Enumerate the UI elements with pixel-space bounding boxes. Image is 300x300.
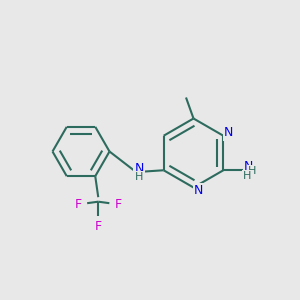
Text: N: N xyxy=(244,160,253,173)
Text: N: N xyxy=(224,126,233,139)
Text: H: H xyxy=(248,167,257,176)
Text: N: N xyxy=(134,162,144,175)
Text: N: N xyxy=(194,184,204,197)
Text: F: F xyxy=(74,198,81,211)
Text: F: F xyxy=(95,220,102,233)
Text: H: H xyxy=(243,171,252,181)
Text: F: F xyxy=(115,198,122,211)
Text: H: H xyxy=(135,172,143,182)
